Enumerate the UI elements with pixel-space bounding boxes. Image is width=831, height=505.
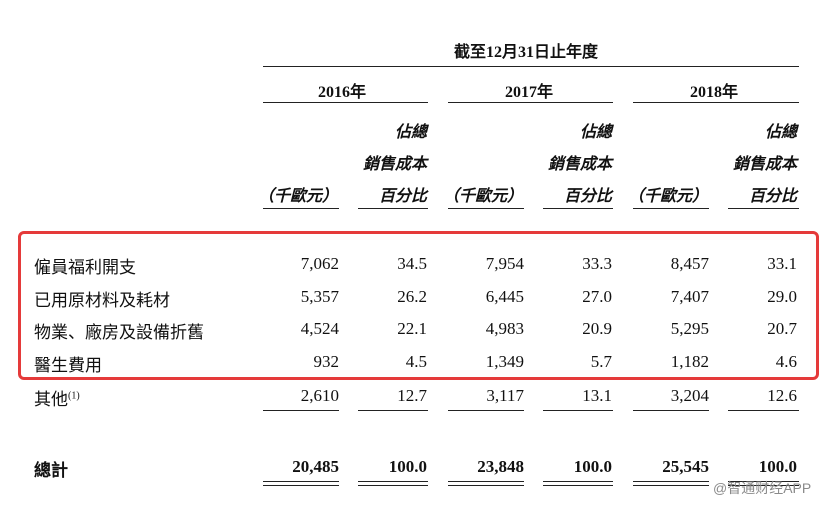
col-mid-2018: 銷售成本	[732, 156, 797, 173]
cell-amount-2018: 3,204	[670, 386, 709, 405]
col-top-2018: 佔總	[764, 124, 797, 141]
col-pct-2017: 百分比	[563, 188, 612, 205]
row-label: 僱員福利開支	[34, 258, 136, 277]
total-amount-2018: 25,545	[662, 457, 709, 476]
cell-pct-2017: 5.7	[590, 352, 612, 371]
cell-pct-2017: 13.1	[582, 386, 612, 405]
watermark: @智通财经APP	[713, 480, 812, 496]
cell-pct-2017: 20.9	[582, 319, 612, 338]
cell-amount-2017: 3,117	[486, 386, 524, 405]
cell-pct-2018: 33.1	[767, 254, 797, 273]
cell-amount-2017: 4,983	[485, 319, 524, 338]
cell-amount-2017: 6,445	[485, 287, 524, 306]
footnote-marker: (1)	[68, 390, 80, 402]
subtotal-rule	[358, 410, 428, 411]
subheader-rule	[448, 208, 524, 209]
cell-pct-2017: 27.0	[582, 287, 612, 306]
year-2018: 2018年	[690, 84, 739, 101]
col-mid-2017: 銷售成本	[547, 156, 612, 173]
year-rule-2018	[633, 102, 799, 103]
subheader-rule	[728, 208, 799, 209]
cell-amount-2016: 4,524	[300, 319, 339, 338]
cell-pct-2017: 33.3	[582, 254, 612, 273]
cell-amount-2017: 7,954	[485, 254, 524, 273]
total-double-rule	[263, 481, 339, 482]
subtotal-rule	[448, 410, 524, 411]
total-double-rule	[728, 481, 799, 482]
col-amount-2017: （千歐元）	[443, 188, 524, 205]
cell-amount-2016: 932	[313, 352, 340, 371]
col-amount-2016: （千歐元）	[258, 188, 339, 205]
cell-pct-2016: 4.5	[405, 352, 427, 371]
cell-pct-2016: 26.2	[397, 287, 427, 306]
col-mid-2016: 銷售成本	[362, 156, 427, 173]
col-amount-2018: （千歐元）	[628, 188, 709, 205]
total-double-rule	[448, 485, 524, 486]
total-double-rule	[358, 481, 428, 482]
cell-pct-2016: 34.5	[397, 254, 427, 273]
year-2017: 2017年	[505, 84, 554, 101]
cell-amount-2018: 7,407	[670, 287, 709, 306]
col-pct-2018: 百分比	[748, 188, 797, 205]
total-label: 總計	[34, 461, 68, 480]
total-amount-2017: 23,848	[477, 457, 524, 476]
subtotal-rule	[633, 410, 709, 411]
subheader-rule	[263, 208, 339, 209]
cell-amount-2016: 2,610	[300, 386, 339, 405]
total-double-rule	[543, 481, 613, 482]
total-double-rule	[728, 485, 799, 486]
row-label: 已用原材料及耗材	[34, 291, 170, 310]
period-rule	[263, 66, 799, 67]
cell-amount-2018: 1,182	[670, 352, 709, 371]
subheader-rule	[358, 208, 428, 209]
col-top-2017: 佔總	[579, 124, 612, 141]
total-double-rule	[448, 481, 524, 482]
total-double-rule	[358, 485, 428, 486]
total-double-rule	[543, 485, 613, 486]
cell-amount-2016: 5,357	[300, 287, 339, 306]
subheader-rule	[543, 208, 613, 209]
cell-pct-2018: 29.0	[767, 287, 797, 306]
cell-pct-2018: 12.6	[767, 386, 797, 405]
cell-amount-2017: 1,349	[485, 352, 524, 371]
total-amount-2016: 20,485	[292, 457, 339, 476]
total-double-rule	[263, 485, 339, 486]
total-double-rule	[633, 481, 709, 482]
highlight-box	[18, 231, 819, 380]
total-pct-2017: 100.0	[573, 457, 612, 476]
total-pct-2018: 100.0	[758, 457, 797, 476]
year-rule-2016	[263, 102, 428, 103]
cell-pct-2016: 22.1	[397, 319, 427, 338]
row-label: 其他(1)	[34, 385, 80, 410]
row-label-text: 其他	[34, 390, 68, 409]
total-double-rule	[633, 485, 709, 486]
cell-amount-2018: 5,295	[670, 319, 709, 338]
subtotal-rule	[543, 410, 613, 411]
cell-amount-2018: 8,457	[670, 254, 709, 273]
subheader-rule	[633, 208, 709, 209]
col-top-2016: 佔總	[394, 124, 427, 141]
year-rule-2017	[448, 102, 613, 103]
year-2016: 2016年	[318, 84, 367, 101]
cell-pct-2018: 20.7	[767, 319, 797, 338]
subtotal-rule	[728, 410, 799, 411]
cell-pct-2016: 12.7	[397, 386, 427, 405]
row-label: 醫生費用	[34, 356, 102, 375]
period-header: 截至12月31日止年度	[454, 44, 599, 61]
row-label: 物業、廠房及設備折舊	[34, 323, 204, 342]
cell-amount-2016: 7,062	[300, 254, 339, 273]
subtotal-rule	[263, 410, 339, 411]
total-pct-2016: 100.0	[388, 457, 427, 476]
col-pct-2016: 百分比	[378, 188, 427, 205]
cell-pct-2018: 4.6	[775, 352, 797, 371]
